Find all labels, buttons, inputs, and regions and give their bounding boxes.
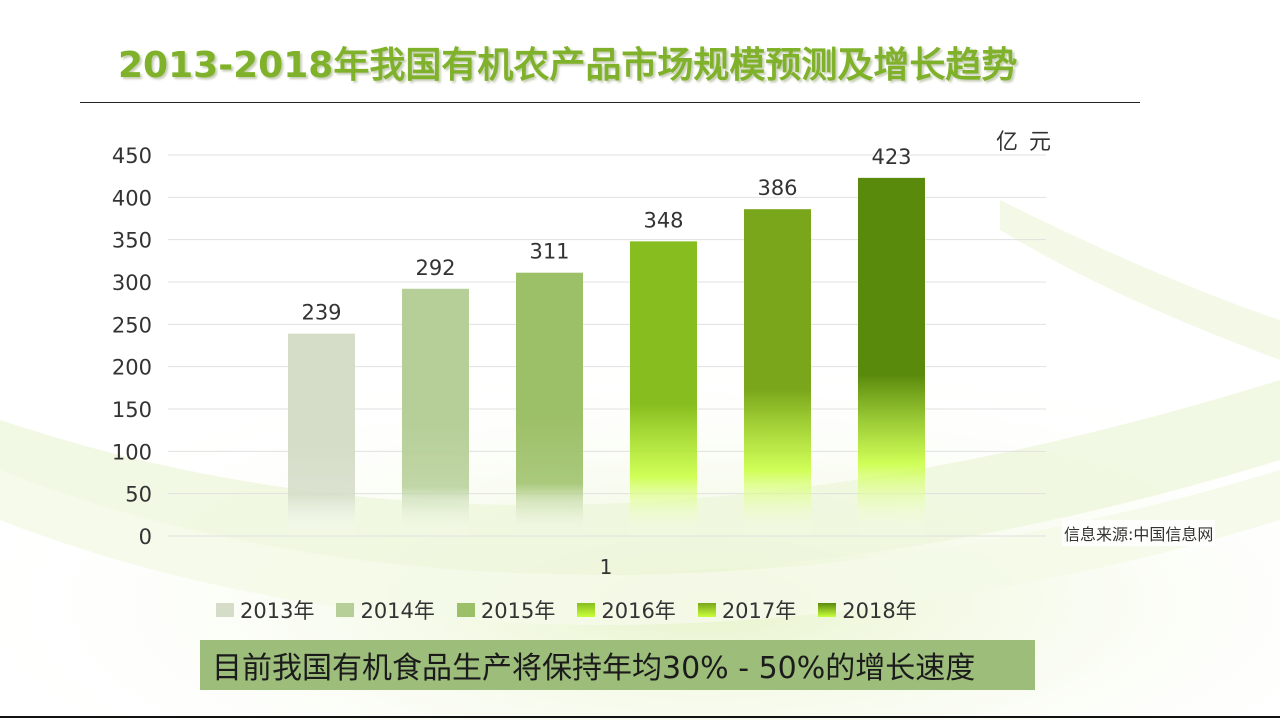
y-tick-label: 50 [125,483,152,507]
data-label-2016年: 348 [643,208,683,232]
data-label-2018年: 423 [871,145,911,169]
legend-item: 2013年 [216,595,314,625]
chart-legend: 2013年 2014年 2015年 2016年 2017年 2018年 [216,596,939,624]
callout-text: 目前我国有机食品生产将保持年均30% - 50%的增长速度 [212,651,976,686]
legend-label: 2017年 [721,599,797,623]
data-labels: 239 292 311 348 386 423 [301,145,911,325]
y-tick-label: 400 [112,186,152,210]
y-tick-label: 300 [112,271,152,295]
bar-2015年 [516,272,583,536]
legend-label: 2015年 [480,599,556,623]
y-axis-unit-label: 亿 元 [996,130,1053,155]
bar-2014年 [402,288,469,536]
bar-2013年 [288,333,355,536]
title-divider [80,102,1140,103]
data-label-2017年: 386 [757,176,797,200]
bars [288,177,925,537]
legend-label: 2018年 [842,599,917,623]
y-tick-label: 350 [112,229,152,253]
slide-title: 2013-2018年我国有机农产品市场规模预测及增长趋势 [118,45,1018,86]
data-label-2015年: 311 [529,240,569,264]
y-tick-label: 250 [112,313,152,337]
y-tick-label: 200 [112,356,152,380]
legend-swatch [456,603,475,617]
bar-2016年 [630,241,697,537]
legend-label: 2016年 [601,599,676,623]
legend-swatch [697,603,716,617]
callout-box: 目前我国有机食品生产将保持年均30% - 50%的增长速度 [200,640,1035,690]
legend-swatch [336,603,355,617]
source-note: 信息来源:中国信息网 [1062,520,1216,546]
x-tick-label: 1 [600,555,613,579]
legend-swatch [818,603,837,617]
legend-label: 2014年 [360,599,435,623]
legend-item: 2014年 [336,595,435,625]
y-tick-label: 0 [139,525,152,549]
y-tick-label: 100 [112,440,152,464]
legend-swatch [577,603,596,617]
x-axis-ticks: 1 [600,555,613,579]
bar-2018年 [858,177,925,537]
legend-item: 2017年 [697,595,797,625]
data-label-2014年: 292 [415,256,455,280]
legend-item: 2016年 [577,595,676,625]
y-axis-ticks: 0 50 100 150 200 250 300 350 400 450 [112,144,152,549]
data-label-2013年: 239 [301,301,341,325]
legend-item: 2018年 [818,595,917,625]
bottom-divider [0,716,1280,718]
y-tick-label: 150 [112,398,152,422]
legend-swatch [216,603,234,617]
legend-label: 2013年 [240,599,315,623]
bar-2017年 [744,209,811,537]
legend-item: 2015年 [456,595,556,625]
y-tick-label: 450 [112,144,152,168]
